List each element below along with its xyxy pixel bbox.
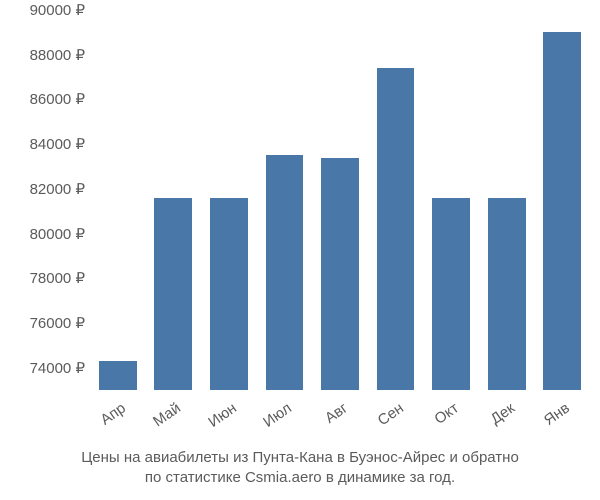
y-tick-label: 80000 ₽ xyxy=(5,225,85,243)
bar xyxy=(210,198,248,390)
x-tick-label: Окт xyxy=(432,400,462,428)
x-tick-label: Июл xyxy=(261,400,296,431)
y-tick-label: 86000 ₽ xyxy=(5,90,85,108)
y-tick-label: 74000 ₽ xyxy=(5,359,85,377)
x-tick-label: Май xyxy=(150,400,184,431)
bars-container xyxy=(90,10,590,390)
plot-region xyxy=(90,10,590,390)
y-tick-label: 76000 ₽ xyxy=(5,314,85,332)
bar xyxy=(432,198,470,390)
price-bar-chart xyxy=(90,10,590,390)
y-tick-label: 82000 ₽ xyxy=(5,180,85,198)
x-tick-label: Янв xyxy=(541,400,573,429)
x-tick-label: Авг xyxy=(322,400,351,427)
bar xyxy=(377,68,415,390)
y-tick-label: 84000 ₽ xyxy=(5,135,85,153)
bar xyxy=(488,198,526,390)
chart-caption: Цены на авиабилеты из Пунта-Кана в Буэно… xyxy=(0,448,600,489)
y-tick-label: 78000 ₽ xyxy=(5,269,85,287)
y-tick-label: 90000 ₽ xyxy=(5,1,85,19)
caption-line-1: Цены на авиабилеты из Пунта-Кана в Буэно… xyxy=(81,449,519,466)
x-tick-label: Сен xyxy=(374,400,406,430)
x-tick-label: Апр xyxy=(97,400,128,429)
caption-line-2: по статистике Csmia.aero в динамике за г… xyxy=(145,469,455,486)
bar xyxy=(266,155,304,390)
bar xyxy=(543,32,581,390)
bar xyxy=(99,361,137,390)
y-tick-label: 88000 ₽ xyxy=(5,46,85,64)
x-tick-label: Дек xyxy=(487,400,517,428)
bar xyxy=(321,158,359,390)
x-tick-label: Июн xyxy=(205,400,240,431)
bar xyxy=(154,198,192,390)
